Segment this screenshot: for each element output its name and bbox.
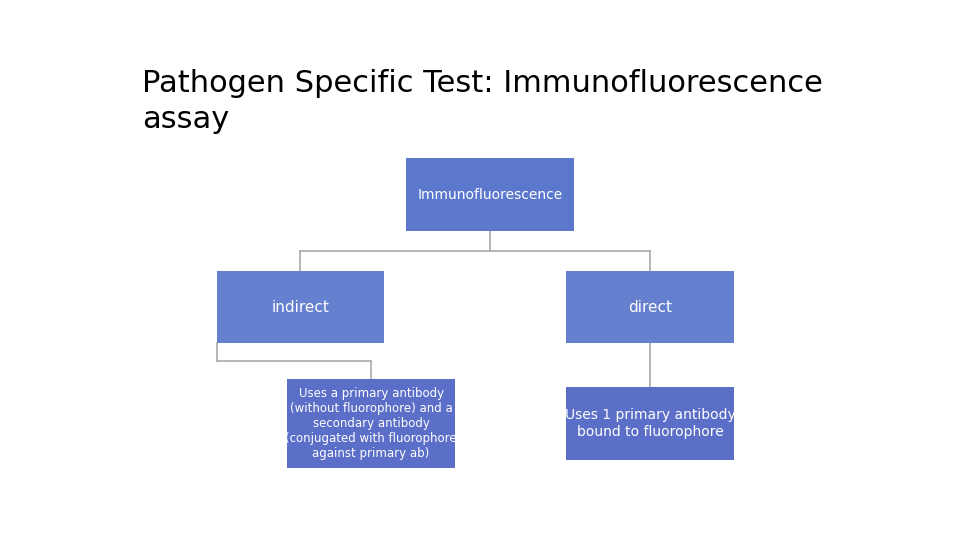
Text: Immunofluorescence: Immunofluorescence (418, 188, 563, 202)
Text: Uses 1 primary antibody
bound to fluorophore: Uses 1 primary antibody bound to fluorop… (564, 408, 735, 438)
Text: direct: direct (628, 300, 672, 314)
Text: Pathogen Specific Test: Immunofluorescence
assay: Pathogen Specific Test: Immunofluorescen… (142, 69, 823, 134)
FancyBboxPatch shape (287, 379, 455, 468)
FancyBboxPatch shape (406, 158, 574, 231)
FancyBboxPatch shape (566, 387, 733, 460)
Text: Uses a primary antibody
(without fluorophore) and a
secondary antibody
(conjugat: Uses a primary antibody (without fluorop… (285, 387, 457, 460)
FancyBboxPatch shape (566, 271, 733, 343)
Text: indirect: indirect (272, 300, 329, 314)
FancyBboxPatch shape (217, 271, 384, 343)
